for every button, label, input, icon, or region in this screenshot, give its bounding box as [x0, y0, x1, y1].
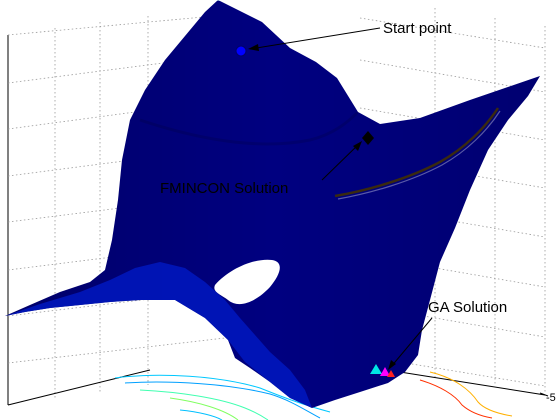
base-axis-right: [399, 371, 546, 396]
base-axis-left: [7, 369, 151, 406]
fmincon-arrow-head: [353, 141, 362, 151]
ga-arrow-head: [388, 360, 396, 370]
ga-annotation: GA Solution: [370, 299, 507, 377]
start-point-annotation: Start point: [235, 20, 452, 57]
ga-marker-magenta: [380, 367, 390, 376]
tick-label-right: -5: [546, 392, 556, 404]
horizontal-gridlines: [7, 14, 546, 387]
start-arrow-line: [249, 27, 381, 50]
surface-shading: [5, 0, 540, 408]
start-arrow-head: [248, 44, 259, 51]
surface-ridge: [334, 107, 500, 198]
tick-mark-right: [539, 392, 549, 397]
surface-fold: [139, 110, 360, 146]
surface: [5, 0, 540, 408]
surface-low-region: [5, 262, 312, 408]
ga-label: GA Solution: [428, 299, 507, 316]
ga-arrow-line: [389, 317, 433, 369]
fmincon-arrow-line: [321, 142, 361, 181]
ga-marker-red: [387, 370, 395, 377]
start-point-label: Start point: [383, 20, 452, 37]
fmincon-annotation: FMINCON Solution: [160, 131, 374, 197]
ga-marker-cyan: [370, 364, 382, 374]
surface-ridge-highlight: [337, 110, 501, 200]
fmincon-label: FMINCON Solution: [160, 180, 288, 197]
fmincon-marker: [362, 131, 374, 145]
start-point-marker: [235, 45, 247, 57]
surface-hole: [214, 259, 280, 305]
